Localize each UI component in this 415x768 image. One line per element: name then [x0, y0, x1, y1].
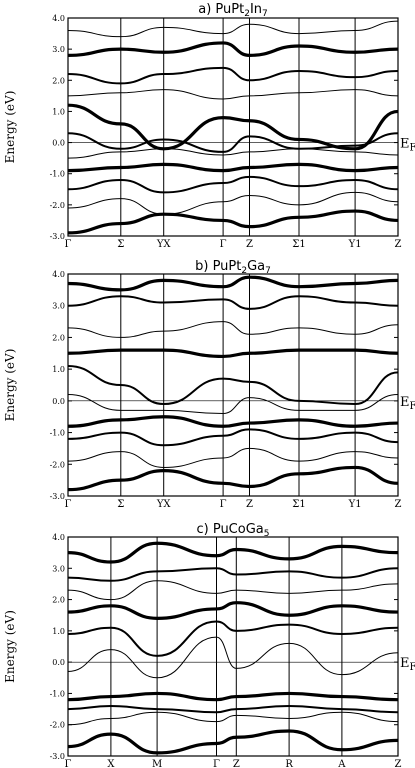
k-point-label: X: [107, 759, 115, 768]
k-point-label: Γ: [65, 759, 72, 768]
band-line: [68, 295, 398, 310]
y-tick-label: 3.0: [52, 564, 65, 573]
band-line: [68, 620, 398, 657]
band-line: [68, 191, 398, 215]
bands: [68, 275, 398, 492]
k-point-label: R: [285, 759, 293, 768]
y-tick-label: -1.0: [50, 170, 65, 179]
k-point-label: YX: [156, 239, 172, 250]
k-point-label: Γ: [65, 499, 72, 510]
band-line: [68, 394, 398, 415]
panel-title: a) PuPt2In7: [198, 2, 268, 19]
y-tick-label: -2.0: [50, 460, 65, 469]
fermi-label: EF: [400, 395, 415, 412]
panel-3: c) PuCoGa5 -3.0 -2.0 -1.0 0.0 1.0 2.0 3.0 4.0 Ene…: [3, 522, 415, 768]
y-tick-label: -1.0: [50, 689, 65, 698]
y-tick-label: 4.0: [52, 533, 65, 542]
band-line: [68, 580, 398, 601]
band-line: [68, 132, 398, 153]
k-point-label: Σ1: [292, 239, 305, 250]
k-point-label: Σ1: [292, 499, 305, 510]
band-line: [68, 465, 398, 492]
y-tick-label: 2.0: [52, 596, 65, 605]
k-point-label: Z: [395, 239, 402, 250]
panel-2: b) PuPt2Ga7 -3.0 -2.0 -1.0 0.0 1.0 2.0 3.0 4.0 En…: [3, 259, 415, 510]
band-line: [68, 541, 398, 564]
y-tick-label: 0.0: [52, 658, 65, 667]
k-point-label: Γ: [220, 239, 227, 250]
band-line: [68, 41, 398, 57]
band-line: [68, 66, 398, 85]
panel-1: a) PuPt2In7 -3.0 -2.0 -1.0 0.0 1.0 2.0 3.0 4.0 En…: [3, 2, 415, 250]
band-line: [68, 567, 398, 582]
plot-frame: [67, 273, 399, 497]
k-point-label: M: [152, 759, 162, 768]
band-line: [68, 729, 398, 755]
band-line: [68, 636, 398, 679]
y-tick-label: -3.0: [50, 232, 65, 241]
plot-frame: [67, 536, 399, 757]
y-tick-label: -3.0: [50, 752, 65, 761]
band-line: [68, 89, 398, 100]
y-tick-label: -2.0: [50, 721, 65, 730]
band-line: [68, 601, 398, 620]
band-line: [68, 321, 398, 338]
bands: [68, 20, 398, 235]
band-line: [68, 175, 398, 194]
k-point-label: Y1: [348, 239, 362, 250]
y-tick-label: 1.0: [52, 627, 65, 636]
band-line: [68, 691, 398, 702]
y-tick-label: 4.0: [52, 270, 65, 279]
k-point-label: Γ: [65, 239, 72, 250]
k-point-label: Z: [395, 499, 402, 510]
band-line: [68, 711, 398, 726]
band-line: [68, 415, 398, 428]
band-line: [68, 704, 398, 714]
fermi-label: EF: [400, 656, 415, 673]
y-tick-label: 0.0: [52, 139, 65, 148]
bands: [68, 541, 398, 755]
y-tick-label: 4.0: [52, 14, 65, 23]
y-tick-label: 0.0: [52, 397, 65, 406]
panel-title: c) PuCoGa5: [196, 522, 269, 539]
k-point-label: Z: [246, 499, 253, 510]
panel-title: b) PuPt2Ga7: [195, 259, 271, 276]
k-point-label: Z: [395, 759, 402, 768]
band-line: [68, 162, 398, 173]
band-line: [68, 209, 398, 235]
band-line: [68, 103, 398, 151]
band-line: [68, 20, 398, 38]
fermi-label: EF: [400, 137, 415, 154]
band-line: [68, 428, 398, 447]
y-tick-label: 1.0: [52, 107, 65, 116]
y-axis-label: Energy (eV): [3, 349, 17, 422]
band-line: [68, 348, 398, 359]
k-point-label: Z: [233, 759, 240, 768]
y-tick-label: 1.0: [52, 365, 65, 374]
band-line: [68, 364, 398, 406]
k-point-label: Z: [246, 239, 253, 250]
y-tick-label: 2.0: [52, 76, 65, 85]
band-line: [68, 447, 398, 468]
y-tick-label: -2.0: [50, 201, 65, 210]
band-line: [68, 275, 398, 292]
band-line: [68, 148, 398, 159]
y-axis-label: Energy (eV): [3, 91, 17, 164]
k-point-label: YX: [156, 499, 172, 510]
k-point-label: Γ: [220, 499, 227, 510]
k-point-label: A: [337, 759, 346, 768]
y-tick-label: 3.0: [52, 45, 65, 54]
y-tick-label: 3.0: [52, 302, 65, 311]
k-point-label: Y1: [348, 499, 362, 510]
plot-frame: [67, 17, 399, 237]
y-tick-label: 2.0: [52, 333, 65, 342]
y-tick-label: -1.0: [50, 429, 65, 438]
k-point-label: Σ: [117, 239, 124, 250]
k-point-label: Γ: [213, 759, 220, 768]
y-axis-label: Energy (eV): [3, 610, 17, 683]
y-tick-label: -3.0: [50, 492, 65, 501]
k-point-label: Σ: [117, 499, 124, 510]
